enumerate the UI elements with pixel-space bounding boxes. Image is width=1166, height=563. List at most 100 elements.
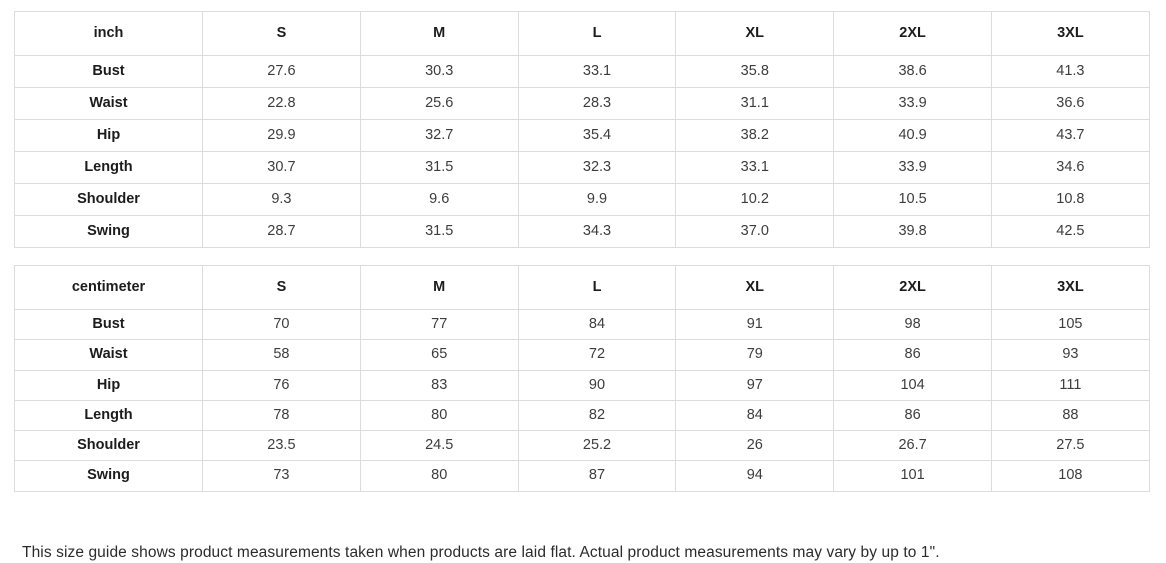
measurement-label-length: Length xyxy=(15,152,203,184)
measurement-cell: 37.0 xyxy=(676,216,834,248)
measurement-cell: 84 xyxy=(676,400,834,430)
measurement-cell: 84 xyxy=(518,310,676,340)
size-table-centimeter: centimeter S M L XL 2XL 3XL Bust 70 77 8… xyxy=(14,265,1150,492)
measurement-cell: 26 xyxy=(676,431,834,461)
measurement-cell: 98 xyxy=(834,310,992,340)
measurement-cell: 23.5 xyxy=(203,431,361,461)
unit-header-inch: inch xyxy=(15,12,203,56)
size-table-inch-body: Bust 27.6 30.3 33.1 35.8 38.6 41.3 Waist… xyxy=(15,56,1150,248)
measurement-cell: 27.5 xyxy=(991,431,1149,461)
measurement-cell: 27.6 xyxy=(203,56,361,88)
size-header-3xl: 3XL xyxy=(991,12,1149,56)
measurement-label-shoulder: Shoulder xyxy=(15,431,203,461)
measurement-label-waist: Waist xyxy=(15,340,203,370)
table-row: Swing 73 80 87 94 101 108 xyxy=(15,461,1150,491)
measurement-label-swing: Swing xyxy=(15,216,203,248)
measurement-cell: 43.7 xyxy=(991,120,1149,152)
measurement-cell: 72 xyxy=(518,340,676,370)
measurement-label-bust: Bust xyxy=(15,310,203,340)
measurement-cell: 31.1 xyxy=(676,88,834,120)
measurement-cell: 25.2 xyxy=(518,431,676,461)
size-table-centimeter-body: Bust 70 77 84 91 98 105 Waist 58 65 72 7… xyxy=(15,310,1150,492)
measurement-cell: 82 xyxy=(518,400,676,430)
measurement-cell: 33.1 xyxy=(518,56,676,88)
measurement-label-bust: Bust xyxy=(15,56,203,88)
measurement-cell: 77 xyxy=(360,310,518,340)
measurement-label-waist: Waist xyxy=(15,88,203,120)
measurement-cell: 10.2 xyxy=(676,184,834,216)
table-row: Hip 29.9 32.7 35.4 38.2 40.9 43.7 xyxy=(15,120,1150,152)
size-header-m: M xyxy=(360,12,518,56)
measurement-label-shoulder: Shoulder xyxy=(15,184,203,216)
measurement-cell: 35.8 xyxy=(676,56,834,88)
measurement-cell: 78 xyxy=(203,400,361,430)
unit-header-centimeter: centimeter xyxy=(15,266,203,310)
measurement-cell: 80 xyxy=(360,400,518,430)
measurement-cell: 93 xyxy=(991,340,1149,370)
size-header-m: M xyxy=(360,266,518,310)
measurement-cell: 36.6 xyxy=(991,88,1149,120)
measurement-cell: 28.7 xyxy=(203,216,361,248)
table-row: Waist 22.8 25.6 28.3 31.1 33.9 36.6 xyxy=(15,88,1150,120)
measurement-cell: 22.8 xyxy=(203,88,361,120)
size-header-l: L xyxy=(518,12,676,56)
measurement-cell: 29.9 xyxy=(203,120,361,152)
size-table-inch: inch S M L XL 2XL 3XL Bust 27.6 30.3 33.… xyxy=(14,11,1150,248)
measurement-cell: 88 xyxy=(991,400,1149,430)
measurement-cell: 80 xyxy=(360,461,518,491)
table-header-row: inch S M L XL 2XL 3XL xyxy=(15,12,1150,56)
table-row: Waist 58 65 72 79 86 93 xyxy=(15,340,1150,370)
measurement-label-swing: Swing xyxy=(15,461,203,491)
size-table-centimeter-header: centimeter S M L XL 2XL 3XL xyxy=(15,266,1150,310)
measurement-cell: 30.3 xyxy=(360,56,518,88)
size-header-xl: XL xyxy=(676,266,834,310)
measurement-cell: 9.6 xyxy=(360,184,518,216)
table-row: Swing 28.7 31.5 34.3 37.0 39.8 42.5 xyxy=(15,216,1150,248)
measurement-cell: 111 xyxy=(991,370,1149,400)
measurement-cell: 26.7 xyxy=(834,431,992,461)
table-row: Bust 27.6 30.3 33.1 35.8 38.6 41.3 xyxy=(15,56,1150,88)
measurement-cell: 91 xyxy=(676,310,834,340)
table-row: Shoulder 9.3 9.6 9.9 10.2 10.5 10.8 xyxy=(15,184,1150,216)
measurement-cell: 30.7 xyxy=(203,152,361,184)
measurement-cell: 65 xyxy=(360,340,518,370)
measurement-cell: 79 xyxy=(676,340,834,370)
measurement-cell: 39.8 xyxy=(834,216,992,248)
table-row: Length 30.7 31.5 32.3 33.1 33.9 34.6 xyxy=(15,152,1150,184)
measurement-cell: 86 xyxy=(834,340,992,370)
measurement-cell: 101 xyxy=(834,461,992,491)
measurement-cell: 76 xyxy=(203,370,361,400)
measurement-cell: 58 xyxy=(203,340,361,370)
measurement-cell: 108 xyxy=(991,461,1149,491)
measurement-cell: 42.5 xyxy=(991,216,1149,248)
measurement-cell: 28.3 xyxy=(518,88,676,120)
size-header-2xl: 2XL xyxy=(834,266,992,310)
measurement-cell: 34.6 xyxy=(991,152,1149,184)
table-header-row: centimeter S M L XL 2XL 3XL xyxy=(15,266,1150,310)
measurement-cell: 10.8 xyxy=(991,184,1149,216)
measurement-cell: 33.1 xyxy=(676,152,834,184)
measurement-cell: 33.9 xyxy=(834,152,992,184)
measurement-cell: 104 xyxy=(834,370,992,400)
measurement-cell: 9.9 xyxy=(518,184,676,216)
size-table-inch-header: inch S M L XL 2XL 3XL xyxy=(15,12,1150,56)
measurement-cell: 94 xyxy=(676,461,834,491)
measurement-cell: 9.3 xyxy=(203,184,361,216)
table-row: Hip 76 83 90 97 104 111 xyxy=(15,370,1150,400)
measurement-cell: 38.6 xyxy=(834,56,992,88)
measurement-cell: 87 xyxy=(518,461,676,491)
measurement-cell: 40.9 xyxy=(834,120,992,152)
measurement-cell: 34.3 xyxy=(518,216,676,248)
size-header-3xl: 3XL xyxy=(991,266,1149,310)
measurement-cell: 31.5 xyxy=(360,216,518,248)
size-header-xl: XL xyxy=(676,12,834,56)
table-row: Length 78 80 82 84 86 88 xyxy=(15,400,1150,430)
measurement-cell: 83 xyxy=(360,370,518,400)
measurement-cell: 31.5 xyxy=(360,152,518,184)
measurement-cell: 41.3 xyxy=(991,56,1149,88)
size-header-l: L xyxy=(518,266,676,310)
measurement-label-hip: Hip xyxy=(15,370,203,400)
measurement-cell: 10.5 xyxy=(834,184,992,216)
measurement-cell: 70 xyxy=(203,310,361,340)
